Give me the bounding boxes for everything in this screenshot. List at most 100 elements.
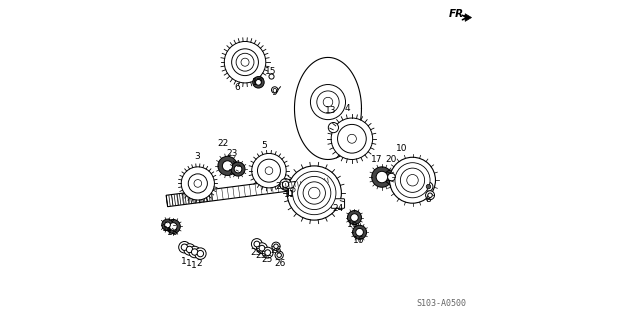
Text: FR.: FR. xyxy=(449,9,468,19)
Text: 13: 13 xyxy=(325,106,337,115)
Circle shape xyxy=(331,118,372,160)
Circle shape xyxy=(184,244,195,255)
Text: 2: 2 xyxy=(196,259,202,268)
Text: 25: 25 xyxy=(250,248,261,256)
Text: 12: 12 xyxy=(314,189,325,197)
Circle shape xyxy=(303,182,325,204)
Text: 19: 19 xyxy=(252,78,264,87)
Circle shape xyxy=(218,156,237,175)
Polygon shape xyxy=(166,174,329,207)
Text: 1: 1 xyxy=(186,259,191,268)
Circle shape xyxy=(188,174,207,193)
Circle shape xyxy=(224,41,266,83)
Text: 3: 3 xyxy=(195,152,200,161)
Circle shape xyxy=(274,244,278,249)
Circle shape xyxy=(231,162,245,176)
Circle shape xyxy=(272,242,280,250)
Circle shape xyxy=(287,166,341,220)
Text: 1: 1 xyxy=(191,261,196,270)
Text: 9: 9 xyxy=(272,88,278,97)
Circle shape xyxy=(166,219,180,234)
Circle shape xyxy=(236,53,254,71)
Text: S103-A0500: S103-A0500 xyxy=(416,299,466,308)
Text: 20: 20 xyxy=(385,155,397,164)
Polygon shape xyxy=(282,178,328,189)
Circle shape xyxy=(195,248,206,259)
Circle shape xyxy=(265,250,271,256)
Text: 26: 26 xyxy=(270,246,282,255)
Circle shape xyxy=(275,251,284,259)
Circle shape xyxy=(164,222,170,228)
Circle shape xyxy=(280,179,291,190)
Circle shape xyxy=(191,249,198,255)
Circle shape xyxy=(234,165,242,173)
Text: 8: 8 xyxy=(426,195,431,204)
Text: 21: 21 xyxy=(275,182,287,191)
Circle shape xyxy=(277,253,282,257)
Circle shape xyxy=(197,250,204,257)
Circle shape xyxy=(181,167,214,200)
Text: 6: 6 xyxy=(235,83,241,92)
Circle shape xyxy=(426,184,431,189)
Circle shape xyxy=(265,167,273,174)
Circle shape xyxy=(395,163,430,198)
Circle shape xyxy=(424,182,433,191)
Circle shape xyxy=(351,214,358,221)
Circle shape xyxy=(257,159,280,182)
Circle shape xyxy=(337,124,366,153)
Circle shape xyxy=(257,243,268,254)
FancyBboxPatch shape xyxy=(288,185,298,195)
Circle shape xyxy=(292,171,336,215)
Circle shape xyxy=(162,219,173,231)
Circle shape xyxy=(253,77,264,88)
Circle shape xyxy=(181,244,188,250)
Text: 24: 24 xyxy=(332,204,343,213)
Circle shape xyxy=(240,57,250,67)
Circle shape xyxy=(179,241,190,253)
Circle shape xyxy=(348,211,362,225)
Circle shape xyxy=(262,247,273,258)
Text: 10: 10 xyxy=(396,144,408,153)
Circle shape xyxy=(407,174,419,186)
Text: 18: 18 xyxy=(167,228,179,237)
Circle shape xyxy=(282,181,289,188)
Text: 25: 25 xyxy=(262,256,273,264)
Circle shape xyxy=(252,239,262,249)
Text: 4: 4 xyxy=(344,104,350,113)
Text: 1: 1 xyxy=(181,257,187,266)
Circle shape xyxy=(298,176,331,210)
Circle shape xyxy=(328,122,339,133)
Text: 25: 25 xyxy=(255,251,267,260)
Text: 17: 17 xyxy=(371,155,382,164)
Circle shape xyxy=(252,153,286,188)
Circle shape xyxy=(186,246,193,253)
Circle shape xyxy=(390,157,435,203)
Circle shape xyxy=(356,228,364,236)
FancyBboxPatch shape xyxy=(331,199,344,208)
Text: 16: 16 xyxy=(348,220,359,229)
Text: 16: 16 xyxy=(353,236,365,245)
Circle shape xyxy=(308,187,320,199)
Circle shape xyxy=(372,167,392,187)
Circle shape xyxy=(259,245,265,251)
Circle shape xyxy=(241,58,249,66)
Text: 23: 23 xyxy=(227,149,238,158)
Circle shape xyxy=(170,223,177,230)
Circle shape xyxy=(385,170,399,184)
Text: 26: 26 xyxy=(275,259,286,268)
Circle shape xyxy=(255,79,261,85)
Circle shape xyxy=(401,168,424,192)
Text: 14: 14 xyxy=(162,224,173,233)
Polygon shape xyxy=(465,14,472,21)
Text: 5: 5 xyxy=(261,141,267,150)
Circle shape xyxy=(254,241,260,247)
Circle shape xyxy=(194,180,202,187)
Circle shape xyxy=(428,193,432,197)
Circle shape xyxy=(388,173,396,181)
Circle shape xyxy=(376,171,388,183)
Circle shape xyxy=(232,49,259,76)
Text: 11: 11 xyxy=(284,190,296,199)
Circle shape xyxy=(353,225,367,239)
Text: 22: 22 xyxy=(217,139,228,148)
Circle shape xyxy=(189,246,200,258)
